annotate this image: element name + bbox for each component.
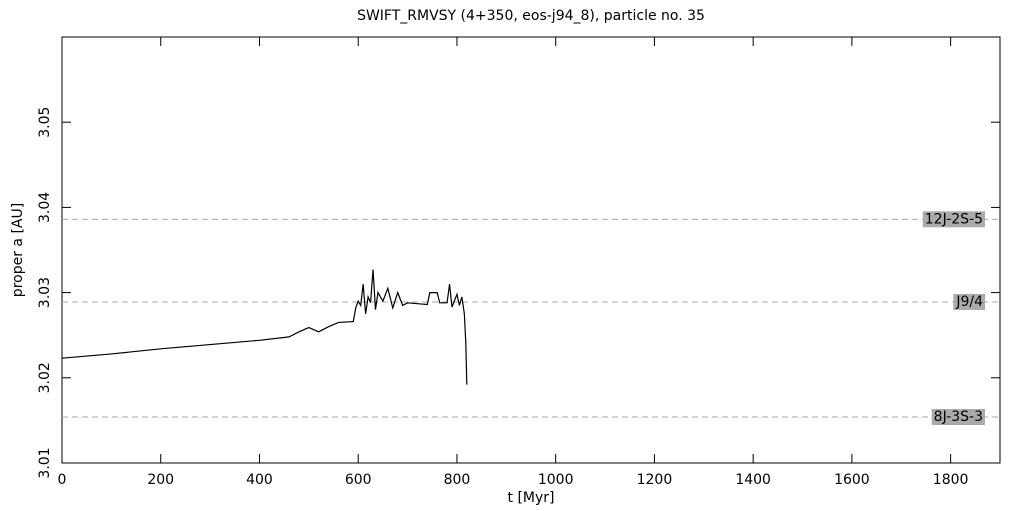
x-tick-label: 1200 [637, 472, 673, 488]
y-tick-label: 3.01 [37, 447, 53, 478]
x-tick-label: 1400 [735, 472, 771, 488]
x-tick-label: 1000 [538, 472, 574, 488]
y-tick-label: 3.04 [37, 192, 53, 223]
x-tick-label: 1800 [933, 472, 969, 488]
y-tick-label: 3.05 [37, 107, 53, 138]
reference-label: J9/4 [955, 294, 983, 310]
x-tick-label: 0 [58, 472, 67, 488]
reference-label-bg [953, 293, 986, 310]
y-tick-label: 3.03 [37, 277, 53, 308]
x-tick-label: 400 [246, 472, 273, 488]
x-tick-label: 800 [444, 472, 471, 488]
data-line [61, 269, 468, 385]
y-tick-label: 3.02 [37, 362, 53, 393]
y-axis-label: proper a [AU] [10, 203, 26, 297]
chart-title: SWIFT_RMVSY (4+350, eos-j94_8), particle… [357, 8, 705, 24]
x-tick-label: 1600 [834, 472, 870, 488]
reference-label-bg [931, 408, 985, 425]
reference-label-bg [922, 211, 985, 228]
x-axis-label: t [Myr] [508, 490, 555, 506]
plot-frame [61, 36, 1001, 464]
reference-label: 12J-2S-5 [925, 211, 983, 227]
x-tick-label: 200 [147, 472, 174, 488]
x-tick-label: 600 [345, 472, 372, 488]
reference-label: 8J-3S-3 [934, 409, 983, 425]
